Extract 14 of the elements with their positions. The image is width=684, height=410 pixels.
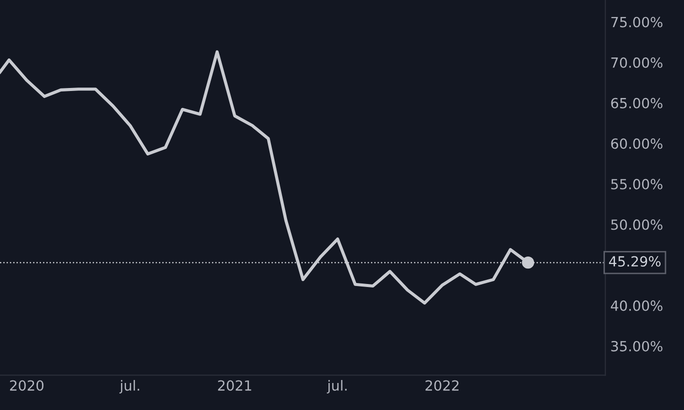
x-tick-label: jul.	[119, 380, 140, 394]
x-tick-label: jul.	[326, 380, 347, 394]
y-tick-label: 60.00%	[611, 138, 662, 149]
y-tick-label: 75.00%	[611, 16, 662, 28]
y-tick-label: 35.00%	[611, 340, 662, 352]
y-tick-label: 50.00%	[611, 219, 662, 230]
y-tick-label: 65.00%	[611, 98, 662, 108]
x-tick-label: 2021	[218, 380, 252, 391]
ref-line-label: 45.29%	[609, 256, 661, 267]
y-tick-label: 55.00%	[611, 178, 662, 190]
y-tick-label: 70.00%	[611, 57, 662, 68]
x-tick-label: 2020	[10, 380, 44, 391]
y-tick-label: 40.00%	[610, 300, 662, 311]
x-tick-label: 2022	[426, 380, 458, 391]
